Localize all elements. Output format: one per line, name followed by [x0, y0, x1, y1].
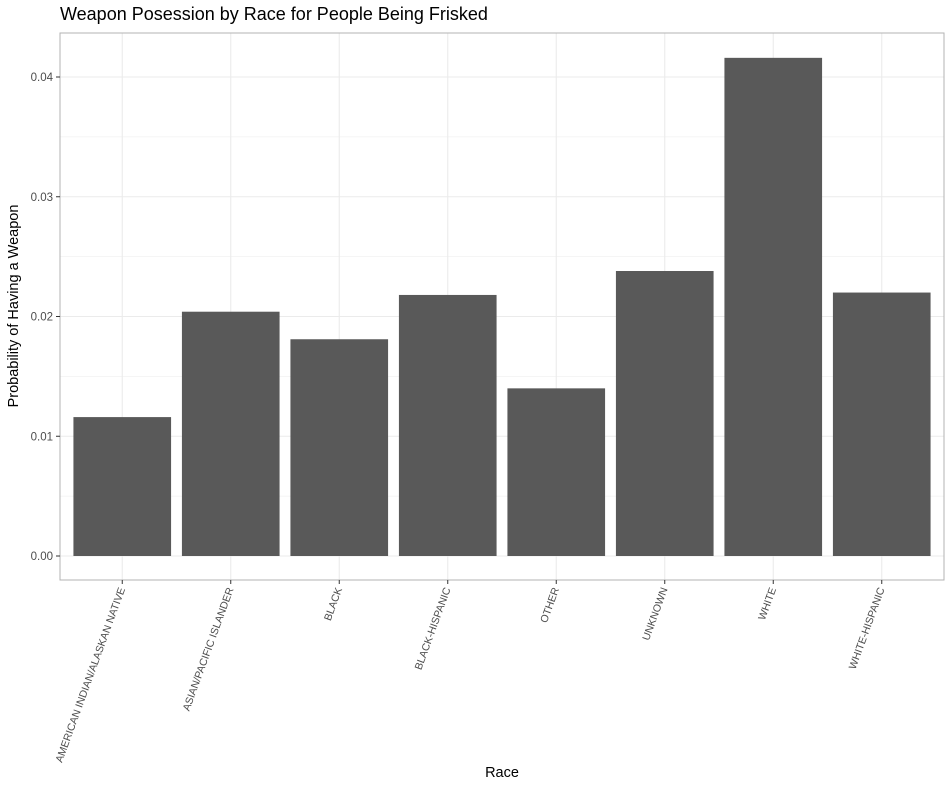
- y-tick-label: 0.01: [31, 431, 53, 443]
- x-tick-label: BLACK: [322, 586, 345, 622]
- y-axis-title: Probability of Having a Weapon: [6, 205, 22, 408]
- bar: [181, 311, 280, 556]
- panel-border: [59, 32, 945, 581]
- x-tick-label: UNKNOWN: [640, 586, 670, 642]
- x-tick-label: AMERICAN INDIAN/ALASKAN NATIVE: [53, 586, 128, 764]
- bar: [507, 388, 606, 556]
- bar: [724, 57, 823, 557]
- bar: [615, 270, 714, 556]
- x-tick-label: ASIAN/PACIFIC ISLANDER: [181, 586, 237, 713]
- x-axis: AMERICAN INDIAN/ALASKAN NATIVE ASIAN/PACI…: [53, 580, 888, 764]
- bar: [290, 339, 389, 556]
- bars: [73, 57, 931, 557]
- y-tick-label: 0.03: [31, 192, 53, 204]
- y-tick-label: 0.00: [31, 551, 53, 563]
- y-axis: 0.00 0.01 0.02 0.03 0.04: [31, 72, 60, 563]
- x-axis-title: Race: [485, 765, 519, 781]
- y-tick-label: 0.02: [31, 312, 53, 324]
- x-tick-label: OTHER: [538, 586, 562, 625]
- x-tick-label: WHITE: [756, 586, 779, 622]
- chart-title: Weapon Posession by Race for People Bein…: [60, 4, 488, 24]
- x-tick-label: WHITE-HISPANIC: [847, 586, 888, 671]
- bar: [73, 417, 172, 556]
- bar: [832, 292, 931, 556]
- bar: [398, 294, 497, 556]
- y-tick-label: 0.04: [31, 72, 54, 84]
- x-tick-label: BLACK-HISPANIC: [413, 586, 454, 672]
